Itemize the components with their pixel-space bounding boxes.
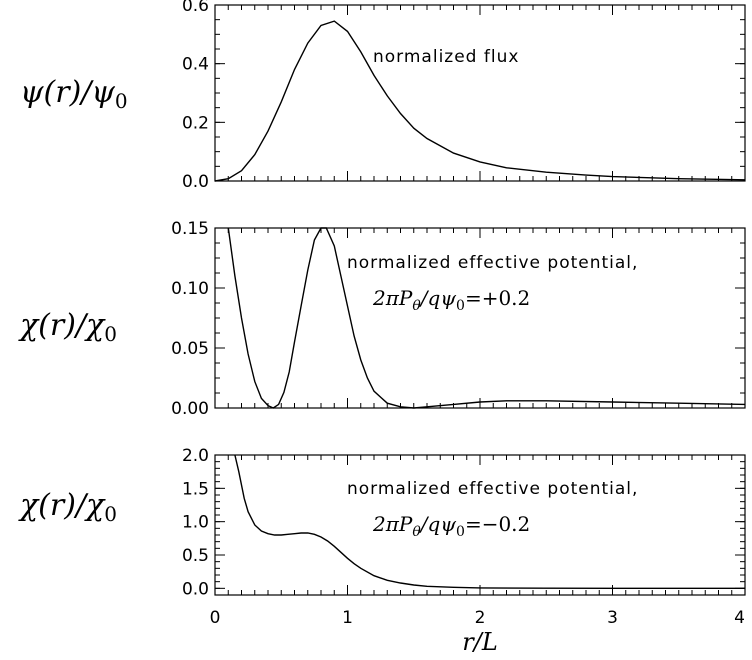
xtick-label: 2 [475, 608, 486, 628]
ytick-label: 0.15 [171, 219, 209, 239]
panel-flux-curve [214, 20, 746, 182]
panel-flux-annotation: normalized flux [373, 47, 519, 67]
x-axis-label: r/L [462, 628, 498, 656]
ytick-label: 0.5 [182, 546, 209, 566]
panel-flux-ticks [214, 4, 746, 182]
panel-potential-positive-curve [227, 227, 746, 409]
panel-flux-ylabel: ψ(r)/ψ0 [20, 75, 128, 113]
panel-potential-negative-ytick-labels: 0.0 0.5 1.0 1.5 2.0 [182, 446, 209, 599]
xtick-label: 4 [734, 608, 745, 628]
ytick-label: 0.2 [182, 113, 209, 133]
xtick-label: 3 [607, 608, 618, 628]
ytick-label: 0.0 [182, 172, 209, 192]
ytick-label: 0.00 [171, 399, 209, 419]
ytick-label: 0.6 [182, 0, 209, 16]
panel-flux: 0.0 0.2 0.4 0.6 normalized flux ψ(r)/ψ0 [20, 0, 746, 192]
ytick-label: 2.0 [182, 446, 209, 466]
ytick-label: 1.0 [182, 513, 209, 533]
ytick-label: 0.4 [182, 55, 209, 75]
panel-potential-negative-ylabel: χ(r)/χ0 [18, 488, 117, 526]
panel-potential-positive-annotation: normalized effective potential, [347, 253, 638, 273]
xtick-label: 0 [210, 608, 221, 628]
panel-flux-ytick-labels: 0.0 0.2 0.4 0.6 [182, 0, 209, 192]
panel-potential-negative-curve [234, 454, 745, 589]
panel-potential-negative-ticks [214, 454, 746, 595]
xtick-label: 1 [342, 608, 353, 628]
ytick-label: 0.05 [171, 339, 209, 359]
panel-potential-positive: 0.00 0.05 0.10 0.15 normalized effective po… [18, 219, 746, 419]
panel-potential-negative-xtick-labels: 0 1 2 3 4 [210, 608, 745, 628]
panel-flux-frame [214, 4, 746, 182]
panel-potential-positive-ticks [214, 227, 746, 409]
panel-potential-negative: 0.0 0.5 1.0 1.5 2.0 0 1 2 3 4 normalized effecti… [18, 446, 746, 656]
panel-potential-positive-ytick-labels: 0.00 0.05 0.10 0.15 [171, 219, 209, 419]
panel-potential-negative-annotation: normalized effective potential, [347, 479, 638, 499]
panel-potential-positive-ylabel: χ(r)/χ0 [18, 308, 117, 346]
ytick-label: 1.5 [182, 479, 209, 499]
panel-potential-negative-formula: 2πPθ/qψ0=−0.2 [372, 512, 530, 540]
panel-potential-positive-formula: 2πPθ/qψ0=+0.2 [372, 286, 530, 314]
ytick-label: 0.10 [171, 279, 209, 299]
ytick-label: 0.0 [182, 579, 209, 599]
